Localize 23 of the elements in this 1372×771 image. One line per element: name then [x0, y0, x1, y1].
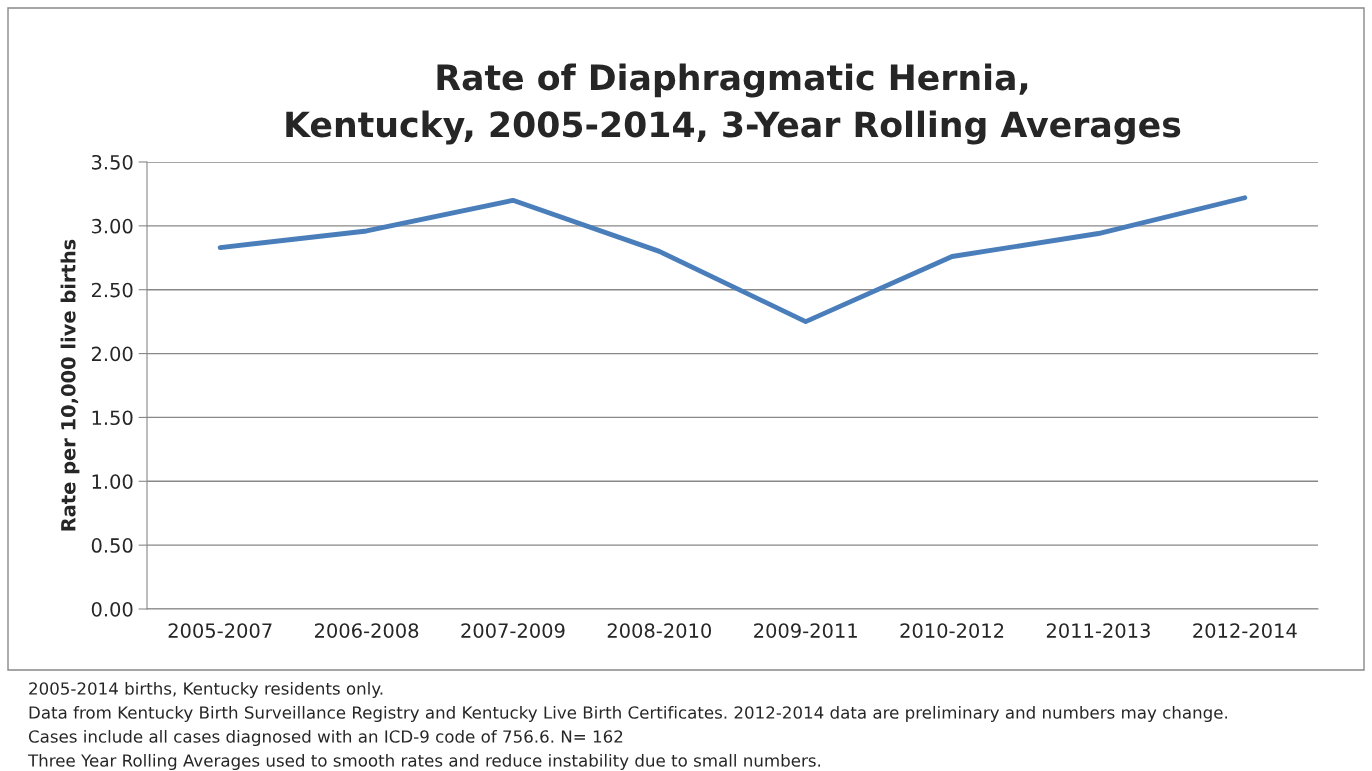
- y-tick-label: 0.50: [91, 538, 133, 553]
- text: Data from Kentucky Birth Surveillance Registry and Kentucky Live Birth Certificates. 2012-2014 data are preliminary and numbers may change.: [29, 705, 1227, 723]
- x-tick-label: 2006-2008: [314, 623, 419, 638]
- x-tick-label: 2005-2007: [168, 623, 272, 638]
- y-tick-label: 0.00: [91, 601, 133, 617]
- text: Cases include all cases diagnosed with an ICD-9 code of 756.6. N= 162: [28, 729, 623, 747]
- text: Three Year Rolling Averages used to smooth rates and reduce instability due to small numbers.: [27, 753, 821, 771]
- y-tick-label: 2.00: [91, 346, 133, 362]
- y-tick-label: 1.50: [92, 410, 133, 426]
- line-series: [217, 195, 1248, 325]
- x-tick-label: 2010-2012: [900, 623, 1004, 638]
- x-tick-label: 2008-2010: [607, 623, 712, 638]
- x-tick-label: 2011-2013: [1046, 623, 1150, 638]
- chart-title: Rate of Diaphragmatic Hernia, Kentucky, 2005-2014, 3-Year Rolling Averages: [286, 63, 1181, 145]
- text: 2005-2014 births, Kentucky residents only.: [29, 681, 383, 699]
- y-tick-label: 1.00: [92, 474, 133, 489]
- y-tick-label: 2.50: [91, 282, 133, 298]
- x-tick-label: 2009-2011: [754, 623, 857, 638]
- x-tick-label: 2007-2009: [461, 623, 565, 638]
- y-axis-title: Rate per 10,000 live births: [60, 239, 80, 531]
- y-tick-label: 3.50: [91, 154, 133, 170]
- x-tick-label: 2012-2014: [1193, 623, 1297, 638]
- y-tick-label: 3.00: [91, 218, 133, 234]
